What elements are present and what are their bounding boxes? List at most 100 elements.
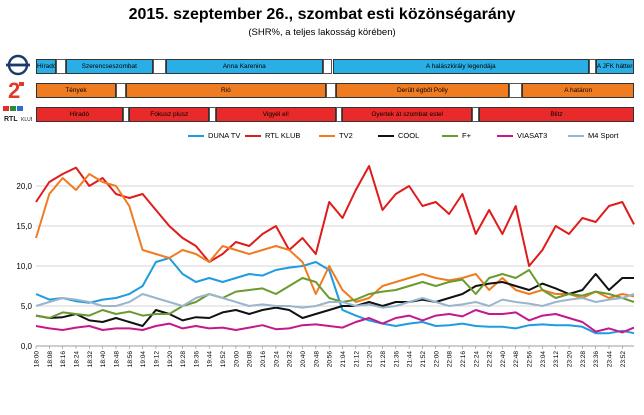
- x-tick-label: 23:28: [580, 351, 587, 368]
- x-tick-label: 22:16: [460, 351, 467, 368]
- svg-text:2: 2: [8, 79, 20, 101]
- schedule-gap: [209, 107, 216, 122]
- x-tick-label: 18:48: [113, 351, 120, 368]
- x-tick-label: 19:12: [153, 351, 160, 368]
- x-tick-label: 21:04: [340, 351, 347, 368]
- program-block: Vigyél el!: [215, 107, 336, 122]
- schedule-gap: [322, 59, 333, 74]
- x-tick-label: 18:56: [127, 351, 134, 368]
- x-tick-label: 20:24: [273, 351, 280, 368]
- legend-item: M4 Sport: [568, 131, 618, 141]
- y-tick-label: 5,0: [21, 302, 33, 311]
- rtl-klub-icon: RTL KLUB: [3, 106, 32, 123]
- program-block: A határon: [522, 83, 634, 98]
- schedule-gap: [152, 59, 166, 74]
- legend-label: F+: [462, 131, 471, 140]
- series-line-rtl-klub: [35, 165, 635, 267]
- x-tick-label: 22:24: [473, 351, 480, 368]
- x-tick-label: 19:52: [220, 351, 227, 368]
- legend-label: VIASAT3: [517, 131, 548, 140]
- program-block: Rió: [125, 83, 326, 98]
- y-tick-label: 10,0: [16, 262, 32, 271]
- x-tick-label: 18:00: [34, 351, 41, 368]
- x-tick-label: 19:04: [140, 351, 147, 368]
- x-tick-label: 23:04: [540, 351, 547, 368]
- x-tick-label: 18:24: [73, 351, 80, 368]
- page-subtitle: (SHR%, a teljes lakosság körében): [248, 27, 396, 38]
- legend-swatch: [188, 135, 204, 138]
- x-tick-label: 22:08: [447, 351, 454, 368]
- x-tick-label: 18:40: [100, 351, 107, 368]
- legend-label: TV2: [339, 131, 353, 140]
- schedule-gap: [115, 83, 126, 98]
- program-block: Anna Karenina: [165, 59, 323, 74]
- x-tick-label: 21:44: [407, 351, 414, 368]
- chart-legend: DUNA TV RTL KLUB TV2 COOL F+ VIASAT3 M4 Sport: [0, 131, 644, 143]
- x-tick-label: 20:00: [233, 351, 240, 368]
- y-tick-label: 15,0: [16, 222, 32, 231]
- program-block: Híradó: [36, 107, 123, 122]
- x-tick-label: 22:32: [487, 351, 494, 368]
- legend-swatch: [568, 135, 584, 138]
- x-tick-label: 21:20: [367, 351, 374, 368]
- legend-item: COOL: [378, 131, 419, 141]
- x-tick-label: 20:56: [327, 351, 334, 368]
- x-tick-label: 20:40: [300, 351, 307, 368]
- series-line-tv2: [35, 173, 635, 303]
- legend-label: M4 Sport: [588, 131, 619, 140]
- x-tick-label: 23:20: [567, 351, 574, 368]
- legend-swatch: [497, 135, 513, 138]
- schedule-gap: [55, 59, 66, 74]
- schedule-gap: [589, 59, 596, 74]
- y-tick-label: 20,0: [16, 182, 32, 191]
- series-line-viasat3: [35, 309, 635, 334]
- legend-item: DUNA TV: [188, 131, 240, 141]
- legend-item: TV2: [319, 131, 353, 141]
- x-tick-label: 23:36: [593, 351, 600, 368]
- y-tick-label: 0,0: [21, 342, 33, 351]
- x-tick-label: 21:12: [353, 351, 360, 368]
- legend-swatch: [442, 135, 458, 138]
- legend-swatch: [319, 135, 335, 138]
- x-tick-label: 22:40: [500, 351, 507, 368]
- legend-item: RTL KLUB: [245, 131, 300, 141]
- x-tick-label: 21:28: [380, 351, 387, 368]
- schedule-row-rtl-klub: Híradó Fókusz plusz Vigyél el! Gyertek át s…: [36, 107, 634, 122]
- legend-label: RTL KLUB: [265, 131, 301, 140]
- svg-text:RTL: RTL: [4, 116, 18, 123]
- series-line-f-: [35, 269, 635, 319]
- schedule-gap: [335, 107, 343, 122]
- legend-item: F+: [442, 131, 471, 141]
- x-tick-label: 20:16: [260, 351, 267, 368]
- x-tick-label: 19:36: [193, 351, 200, 368]
- x-tick-label: 20:48: [313, 351, 320, 368]
- program-block: Fókusz plusz: [129, 107, 210, 122]
- x-tick-label: 22:00: [433, 351, 440, 368]
- program-block: Gyertek át szombat este!: [342, 107, 473, 122]
- page-title: 2015. szeptember 26., szombat esti közön…: [128, 6, 516, 23]
- legend-label: DUNA TV: [208, 131, 241, 140]
- x-tick-label: 22:48: [513, 351, 520, 368]
- legend-item: VIASAT3: [497, 131, 547, 141]
- x-tick-label: 18:08: [47, 351, 54, 368]
- schedule-gap: [325, 83, 336, 98]
- program-block: Blitz: [479, 107, 634, 122]
- x-tick-label: 19:44: [207, 351, 214, 368]
- series-line-cool: [35, 273, 634, 327]
- x-tick-label: 20:08: [247, 351, 254, 368]
- program-block: A JFK háttere: [595, 59, 634, 74]
- x-tick-label: 20:32: [287, 351, 294, 368]
- legend-swatch: [378, 135, 394, 138]
- x-tick-label: 22:56: [527, 351, 534, 368]
- schedule-gap: [122, 107, 130, 122]
- program-block: A halászkirály legendája: [332, 59, 590, 74]
- schedule-gap: [472, 107, 480, 122]
- legend-label: COOL: [398, 131, 420, 140]
- x-tick-label: 18:32: [87, 351, 94, 368]
- m1-icon: [6, 54, 30, 76]
- x-tick-label: 23:52: [620, 351, 627, 368]
- legend-swatch: [245, 135, 261, 138]
- program-block: Híradó: [36, 59, 56, 74]
- schedule-row-tv2: Tények Rió Derült égből Polly A határon: [36, 83, 634, 98]
- x-tick-label: 21:36: [393, 351, 400, 368]
